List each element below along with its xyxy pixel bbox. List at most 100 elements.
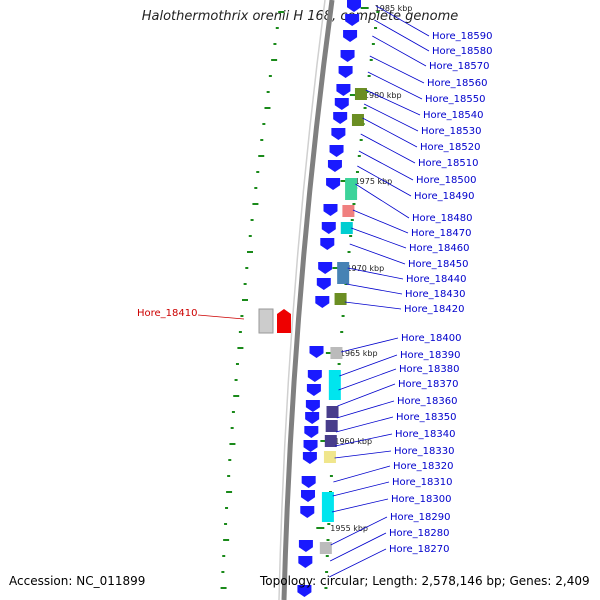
gene-arrow[interactable] (301, 476, 316, 488)
gene-arrow[interactable] (305, 400, 320, 412)
gene-label[interactable]: Hore_18590 (432, 31, 493, 42)
gene-arrow[interactable] (307, 370, 322, 382)
gene-arrow[interactable] (309, 346, 324, 358)
gene-arrow[interactable] (301, 490, 316, 502)
gene-arrow[interactable] (304, 426, 319, 438)
gene-label[interactable]: Hore_18520 (420, 142, 481, 153)
gene-feature[interactable] (324, 435, 337, 447)
kbp-marker-label: 1965 kbp (340, 349, 378, 358)
gene-label[interactable]: Hore_18340 (395, 429, 456, 440)
gene-feature[interactable] (354, 88, 367, 100)
label-leader (362, 117, 418, 148)
gene-label[interactable]: Hore_18320 (393, 461, 454, 472)
gene-label[interactable]: Hore_18500 (416, 175, 477, 186)
gene-arrow[interactable] (327, 160, 342, 172)
gene-arrow[interactable] (334, 98, 349, 110)
gene-arrow[interactable] (305, 412, 320, 424)
gene-label[interactable]: Hore_18560 (427, 78, 488, 89)
gene-arrow[interactable] (340, 50, 355, 62)
gene-arrow[interactable] (316, 278, 331, 290)
genome-backbone (281, 0, 335, 600)
gene-label[interactable]: Hore_18460 (409, 243, 470, 254)
gene-label[interactable]: Hore_18580 (432, 46, 493, 57)
gene-feature[interactable] (342, 205, 355, 217)
gene-arrow[interactable] (302, 452, 317, 464)
gene-feature[interactable] (325, 420, 338, 432)
label-leader-highlight (197, 314, 245, 320)
label-leader (352, 209, 409, 234)
gene-label[interactable]: Hore_18550 (425, 94, 486, 105)
gene-arrow[interactable] (323, 204, 338, 216)
gene-feature[interactable] (340, 222, 353, 234)
gene-arrow[interactable] (321, 222, 336, 234)
gene-label[interactable]: Hore_18480 (412, 213, 473, 224)
kbp-marker-label: 1960 kbp (334, 437, 372, 446)
gene-label[interactable]: Hore_18360 (397, 396, 458, 407)
gene-feature[interactable] (323, 451, 336, 463)
gene-feature[interactable] (321, 492, 334, 522)
gene-label[interactable]: Hore_18540 (423, 110, 484, 121)
gene-label[interactable]: Hore_18490 (414, 191, 475, 202)
label-leader (372, 35, 427, 67)
gene-feature[interactable] (319, 542, 332, 554)
gene-arrow[interactable] (347, 0, 361, 12)
label-leader (360, 133, 416, 164)
label-leader (339, 354, 398, 377)
gene-label[interactable]: Hore_18330 (394, 446, 455, 457)
gene-label[interactable]: Hore_18400 (401, 333, 462, 344)
gene-arrow[interactable] (297, 585, 312, 597)
gene-arrow[interactable] (343, 30, 358, 42)
gene-arrow[interactable] (333, 112, 348, 124)
highlighted-gene-arrow[interactable] (277, 309, 291, 333)
gene-feature[interactable] (345, 178, 358, 200)
gene-arrow[interactable] (338, 66, 353, 78)
gene-label[interactable]: Hore_18510 (418, 158, 479, 169)
gene-arrow[interactable] (326, 178, 341, 190)
gene-arrow[interactable] (345, 14, 360, 26)
gene-feature[interactable] (326, 406, 339, 418)
accession-label: Accession: NC_011899 (9, 574, 146, 588)
gene-label[interactable]: Hore_18310 (392, 477, 453, 488)
label-leader (355, 183, 410, 219)
label-leader (338, 368, 397, 391)
kbp-marker-label: 1975 kbp (355, 177, 393, 186)
gene-label[interactable]: Hore_18290 (390, 512, 451, 523)
gene-label[interactable]: Hore_18350 (396, 412, 457, 423)
gene-arrow[interactable] (298, 540, 313, 552)
gene-label[interactable]: Hore_18380 (399, 364, 460, 375)
gene-label[interactable]: Hore_18570 (429, 61, 490, 72)
gene-arrow[interactable] (303, 440, 318, 452)
gene-label[interactable]: Hore_18530 (421, 126, 482, 137)
gene-arrow[interactable] (300, 506, 315, 518)
kbp-marker-label: 1985 kbp (375, 4, 413, 13)
kbp-marker-label: 1955 kbp (330, 524, 368, 533)
gene-label[interactable]: Hore_18370 (398, 379, 459, 390)
gene-arrow[interactable] (318, 262, 333, 274)
gene-label[interactable]: Hore_18270 (389, 544, 450, 555)
gene-arrow[interactable] (315, 296, 330, 308)
gene-arrow[interactable] (331, 128, 346, 140)
gene-arrow[interactable] (320, 238, 335, 250)
gene-feature[interactable] (334, 293, 347, 305)
gene-arrow[interactable] (336, 84, 351, 96)
gene-label[interactable]: Hore_18280 (389, 528, 450, 539)
label-leader (335, 433, 393, 447)
gene-arrow[interactable] (298, 556, 313, 568)
gene-label[interactable]: Hore_18300 (391, 494, 452, 505)
gene-feature[interactable] (328, 370, 341, 400)
gene-arrow[interactable] (306, 384, 321, 396)
gene-feature[interactable] (330, 347, 343, 359)
gene-feature-outer[interactable] (258, 308, 274, 334)
label-leader (329, 532, 387, 562)
gene-feature[interactable] (351, 114, 364, 126)
gene-feature[interactable] (337, 262, 350, 284)
label-leader (347, 267, 404, 280)
gene-label[interactable]: Hore_18390 (400, 350, 461, 361)
gene-label[interactable]: Hore_18450 (408, 259, 469, 270)
gene-label[interactable]: Hore_18440 (406, 274, 467, 285)
gene-label[interactable]: Hore_18420 (404, 304, 465, 315)
gene-label[interactable]: Hore_18430 (405, 289, 466, 300)
gene-arrow[interactable] (329, 145, 344, 157)
gene-label[interactable]: Hore_18470 (411, 228, 472, 239)
highlighted-gene-label[interactable]: Hore_18410 (137, 308, 198, 319)
